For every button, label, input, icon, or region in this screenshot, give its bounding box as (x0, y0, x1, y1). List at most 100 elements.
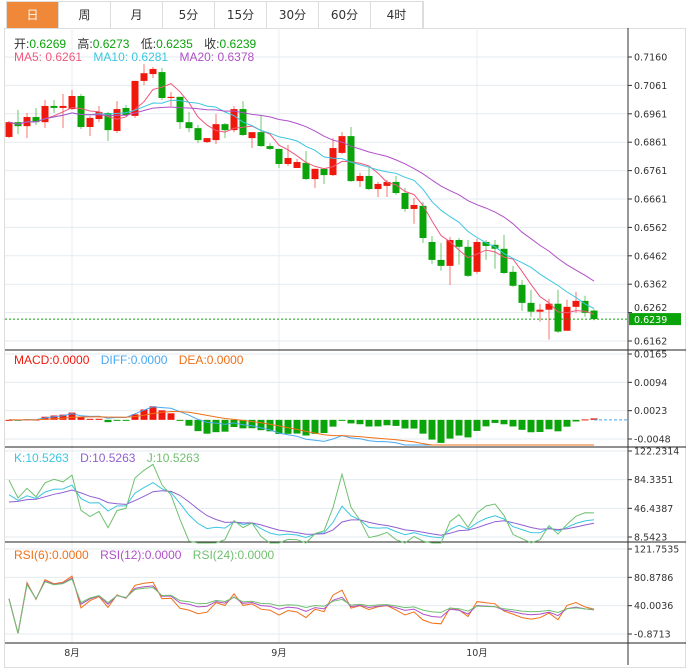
current-price-tag (629, 313, 681, 326)
close-value: 0.6239 (219, 37, 257, 51)
candle-down (437, 259, 445, 266)
candle-down (176, 96, 184, 123)
kdj-tick-label: 84.3351 (634, 475, 673, 486)
macd-bar (50, 415, 58, 420)
macd-tick-label: -0.0048 (634, 435, 671, 446)
tab-0[interactable]: 日 (7, 2, 59, 29)
macd-bar (473, 419, 481, 431)
low-label: 低: (140, 37, 157, 51)
candle-down (320, 168, 328, 176)
candle-up (131, 80, 139, 116)
macd-value: MACD:0.0000 (14, 353, 90, 367)
candle-down (482, 241, 490, 246)
price-tick-label: 0.6861 (634, 138, 667, 149)
candle-down (257, 132, 265, 147)
ma10-legend: MA10: 0.6281 (93, 50, 169, 64)
macd-bar (338, 419, 346, 421)
price-tick-label: 0.6262 (634, 303, 667, 314)
macd-bar (329, 419, 337, 427)
macd-bar (257, 419, 265, 431)
dea-line (8, 410, 594, 446)
tab-3[interactable]: 5分 (163, 2, 215, 29)
macd-tick-label: 0.0165 (634, 350, 667, 361)
kdj-legend: K:10.5263 D:10.5263 J:10.5263 (14, 451, 208, 465)
macd-bar (491, 419, 499, 423)
macd-bar (509, 419, 517, 427)
macd-bar (464, 419, 472, 438)
macd-bar (356, 419, 364, 425)
macd-bar (194, 419, 202, 432)
price-tick-label: 0.6162 (634, 337, 667, 348)
macd-bar (446, 419, 454, 439)
macd-bar (311, 419, 319, 434)
ma-legend: MA5: 0.6261 MA10: 0.6281 MA20: 0.6378 (14, 50, 262, 64)
candle-up (86, 117, 94, 128)
rsi12-value: RSI(12):0.0000 (100, 548, 182, 562)
candle-down (419, 205, 427, 238)
price-tick-label: 0.6961 (634, 109, 667, 120)
tab-1[interactable]: 周 (59, 2, 111, 29)
high-value: 0.6273 (92, 37, 130, 51)
candle-down (50, 105, 58, 108)
macd-legend: MACD:0.0000 DIFF:0.0000 DEA:0.0000 (14, 353, 251, 367)
ma20-line (8, 106, 595, 282)
candle-up (383, 181, 391, 186)
rsi-legend: RSI(6):0.0000 RSI(12):0.0000 RSI(24):0.0… (14, 548, 282, 562)
candle-up (572, 300, 580, 307)
macd-bar (365, 419, 373, 427)
candle-down (527, 302, 535, 312)
candle-down (464, 246, 472, 276)
macd-tick-label: 0.0094 (634, 378, 667, 389)
macd-bar (59, 414, 67, 420)
macd-bar (401, 419, 409, 429)
ma10-line (8, 99, 595, 309)
rsi24-line (8, 578, 595, 634)
diff-value: DIFF:0.0000 (100, 353, 168, 367)
kdj-tick-label: 8.5423 (634, 533, 667, 544)
candle-down (590, 310, 598, 320)
rsi-tick-label: 40.0036 (634, 601, 673, 612)
tab-5[interactable]: 30分 (267, 2, 319, 29)
macd-bar (572, 419, 580, 422)
macd-bar (212, 419, 220, 433)
candle-up (68, 95, 76, 110)
month-label: 8月 (64, 648, 80, 659)
tab-6[interactable]: 60分 (319, 2, 371, 29)
price-tick-label: 0.6562 (634, 223, 667, 234)
kdj-tick-label: 46.4387 (634, 504, 673, 515)
low-value: 0.6235 (156, 37, 193, 51)
macd-bar (167, 413, 175, 420)
k-value: K:10.5263 (14, 451, 69, 465)
kdj-tick-label: 122.2314 (634, 447, 679, 458)
candle-up (95, 111, 103, 120)
candle-up (203, 138, 211, 143)
tab-7[interactable]: 4时 (371, 2, 423, 29)
macd-bar (455, 419, 463, 436)
candle-down (266, 146, 274, 149)
macd-bar (590, 418, 598, 420)
macd-bar (95, 418, 103, 420)
macd-bar (275, 419, 283, 435)
macd-bar (374, 419, 382, 427)
candle-down (455, 239, 463, 247)
macd-bar (347, 419, 355, 424)
macd-bar (536, 419, 544, 432)
tab-4[interactable]: 15分 (215, 2, 267, 29)
tab-2[interactable]: 月 (111, 2, 163, 29)
macd-bar (293, 419, 301, 434)
ohlc-legend: 开:0.6269 高:0.6273 低:0.6235 收:0.6239 (14, 35, 264, 52)
chart-frame (4, 28, 686, 668)
macd-bar (221, 419, 229, 432)
high-label: 高: (77, 37, 93, 51)
period-tabs: 日周月 5分 15分 30分 60分 4时 (6, 1, 424, 29)
candle-down (122, 107, 130, 116)
j-value: J:10.5263 (146, 451, 200, 465)
candle-down (581, 300, 589, 313)
macd-bar (122, 419, 130, 421)
macd-bar (266, 419, 274, 432)
macd-bar (563, 419, 571, 427)
macd-bar (428, 419, 436, 440)
macd-bar (158, 410, 166, 420)
candle-down (500, 248, 508, 273)
